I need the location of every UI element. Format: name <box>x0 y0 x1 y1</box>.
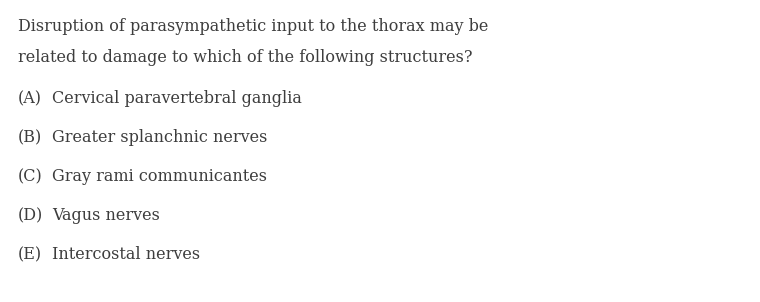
Text: Disruption of parasympathetic input to the thorax may be: Disruption of parasympathetic input to t… <box>18 18 489 35</box>
Text: (D): (D) <box>18 207 43 224</box>
Text: related to damage to which of the following structures?: related to damage to which of the follow… <box>18 49 473 66</box>
Text: Intercostal nerves: Intercostal nerves <box>52 246 200 263</box>
Text: Gray rami communicantes: Gray rami communicantes <box>52 168 267 185</box>
Text: Greater splanchnic nerves: Greater splanchnic nerves <box>52 129 268 146</box>
Text: (E): (E) <box>18 246 42 263</box>
Text: (A): (A) <box>18 90 42 107</box>
Text: Vagus nerves: Vagus nerves <box>52 207 160 224</box>
Text: (B): (B) <box>18 129 43 146</box>
Text: Cervical paravertebral ganglia: Cervical paravertebral ganglia <box>52 90 302 107</box>
Text: (C): (C) <box>18 168 43 185</box>
